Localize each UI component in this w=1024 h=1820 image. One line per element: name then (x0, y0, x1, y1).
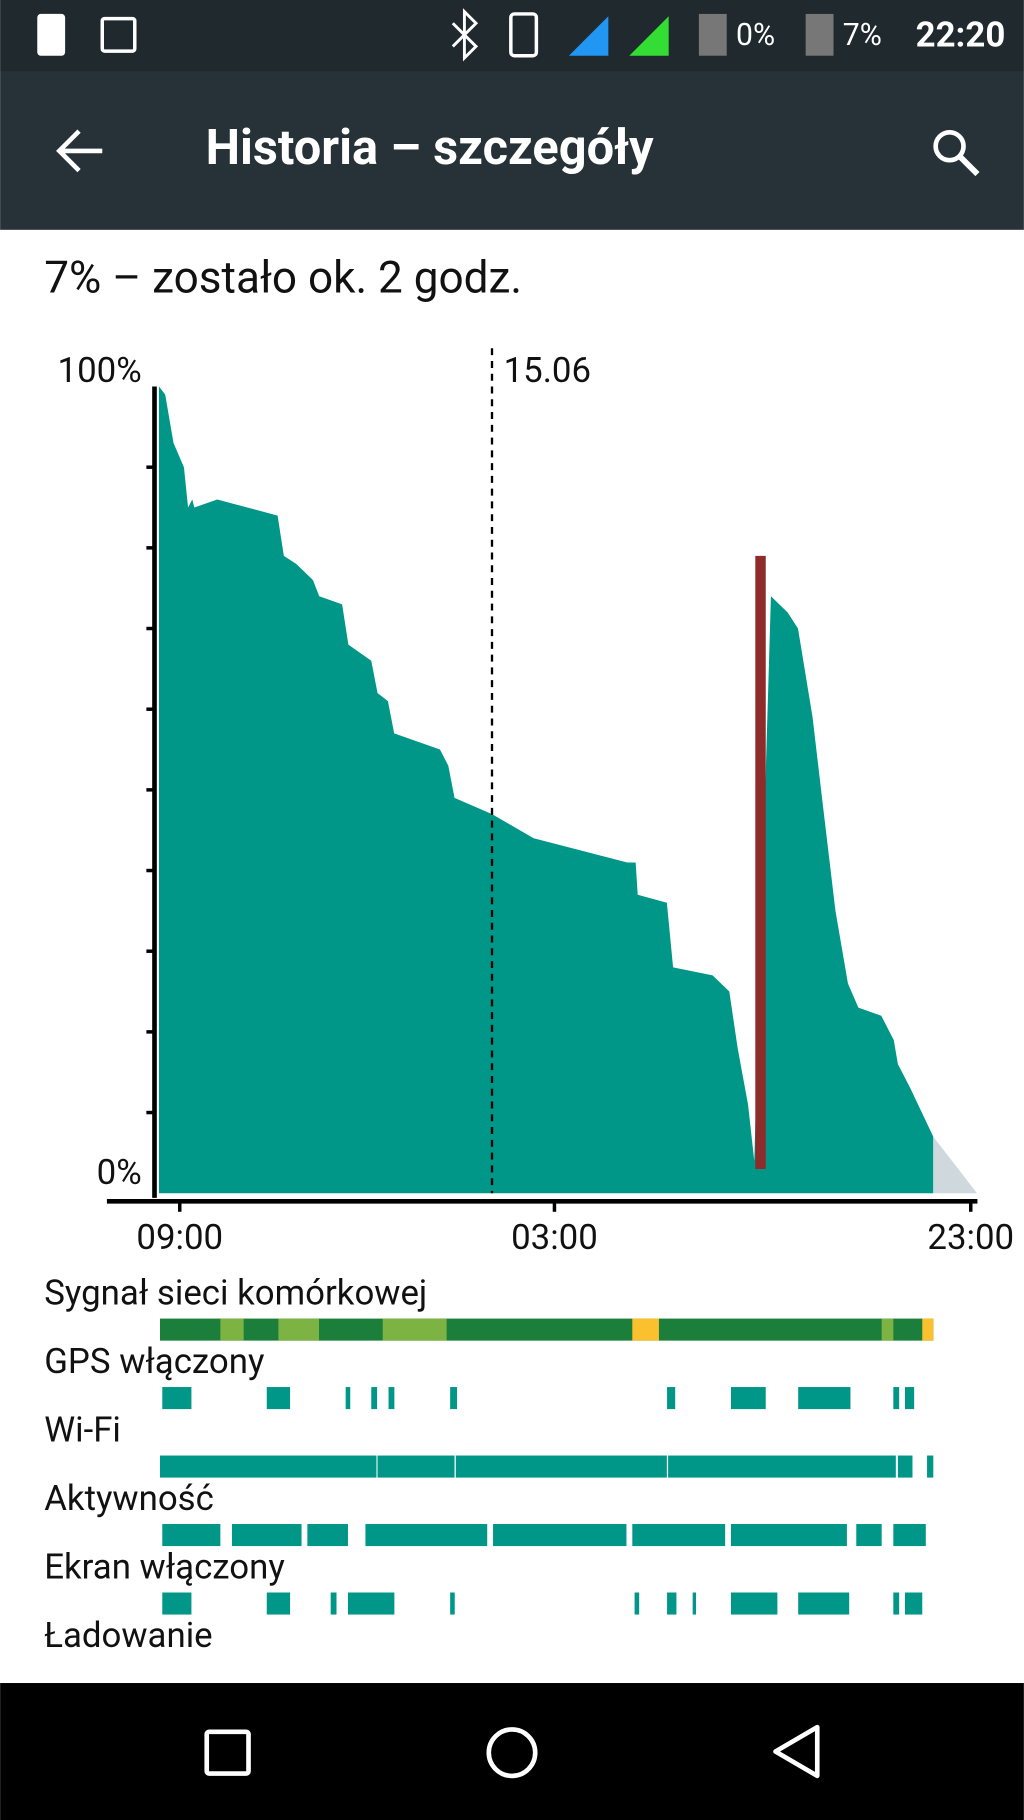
alert-icon (37, 13, 66, 56)
track-segment (904, 1592, 923, 1615)
recents-button[interactable] (204, 1729, 251, 1776)
track-segment (371, 1387, 378, 1410)
battery-text: 7% (843, 18, 882, 53)
track-segment (330, 1592, 337, 1615)
track-segment (159, 1318, 934, 1341)
x-tick-label: 09:00 (136, 1217, 223, 1258)
track-segment (347, 1592, 395, 1615)
x-tick-label: 23:00 (927, 1217, 1014, 1258)
back-nav-button[interactable] (773, 1724, 820, 1779)
track-segment (904, 1387, 915, 1410)
track-segment (632, 1318, 659, 1341)
track-segment (798, 1592, 850, 1615)
track-segment (667, 1592, 677, 1615)
vibrate-icon (509, 12, 539, 58)
clock: 22:20 (916, 14, 1006, 55)
track-segment (893, 1524, 926, 1547)
battery-icon (698, 13, 727, 56)
track-segment (927, 1455, 934, 1478)
track-label: Ładowanie (44, 1615, 212, 1656)
x-tick-label: 03:00 (511, 1217, 598, 1258)
track-segment (159, 1455, 377, 1478)
track-segment (162, 1387, 192, 1410)
track-segment (893, 1592, 900, 1615)
track-segment (798, 1387, 851, 1410)
track-segment (382, 1318, 447, 1341)
bluetooth-icon (451, 8, 479, 62)
track-segment (388, 1387, 395, 1410)
date-marker-label: 15.06 (504, 350, 591, 391)
track-segment (856, 1524, 882, 1547)
nav-bar (0, 1683, 1024, 1820)
back-button[interactable] (56, 129, 103, 173)
track-segment (897, 1455, 913, 1478)
image-icon (100, 16, 137, 53)
battery-area (158, 386, 934, 1194)
track-segment (377, 1455, 455, 1478)
track-segment (266, 1592, 291, 1615)
track-segment (162, 1524, 221, 1547)
track-segment (450, 1387, 458, 1410)
track-segment (632, 1524, 726, 1547)
y-tick-label: 0% (97, 1152, 142, 1193)
app-bar (0, 71, 1024, 230)
track-label: GPS włączony (44, 1341, 265, 1382)
track-label: Ekran włączony (44, 1546, 285, 1587)
track-segment (232, 1524, 302, 1547)
app-title: Historia – szczegóły (206, 119, 654, 176)
signal-icon (568, 16, 609, 56)
track-segment (278, 1318, 320, 1341)
track-segment (266, 1387, 291, 1410)
track-segment (881, 1318, 894, 1341)
track-label: Sygnał sieci komórkowej (44, 1273, 427, 1314)
track-segment (730, 1592, 778, 1615)
track-segment (668, 1455, 896, 1478)
track-segment (493, 1524, 627, 1547)
track-segment (922, 1318, 934, 1341)
summary: 7% – zostało ok. 2 godz. (44, 252, 522, 304)
track-segment (634, 1592, 640, 1615)
track-segment (345, 1387, 351, 1410)
track-segment (450, 1592, 455, 1615)
home-button[interactable] (486, 1727, 538, 1779)
track-segment (667, 1387, 676, 1410)
search-button[interactable] (933, 130, 980, 177)
track-segment (730, 1524, 847, 1547)
y-tick-label: 100% (58, 350, 142, 391)
battery-icon (805, 13, 834, 56)
battery-text: 0% (736, 18, 775, 53)
track-label: Aktywność (44, 1478, 214, 1519)
track-segment (893, 1387, 900, 1410)
track-segment (455, 1455, 667, 1478)
track-label: Wi-Fi (44, 1410, 121, 1451)
track-segment (692, 1592, 696, 1615)
track-segment (730, 1387, 766, 1410)
track-segment (220, 1318, 244, 1341)
track-segment (162, 1592, 192, 1615)
track-segment (365, 1524, 488, 1547)
projection-area (933, 1136, 978, 1194)
track-segment (307, 1524, 348, 1547)
